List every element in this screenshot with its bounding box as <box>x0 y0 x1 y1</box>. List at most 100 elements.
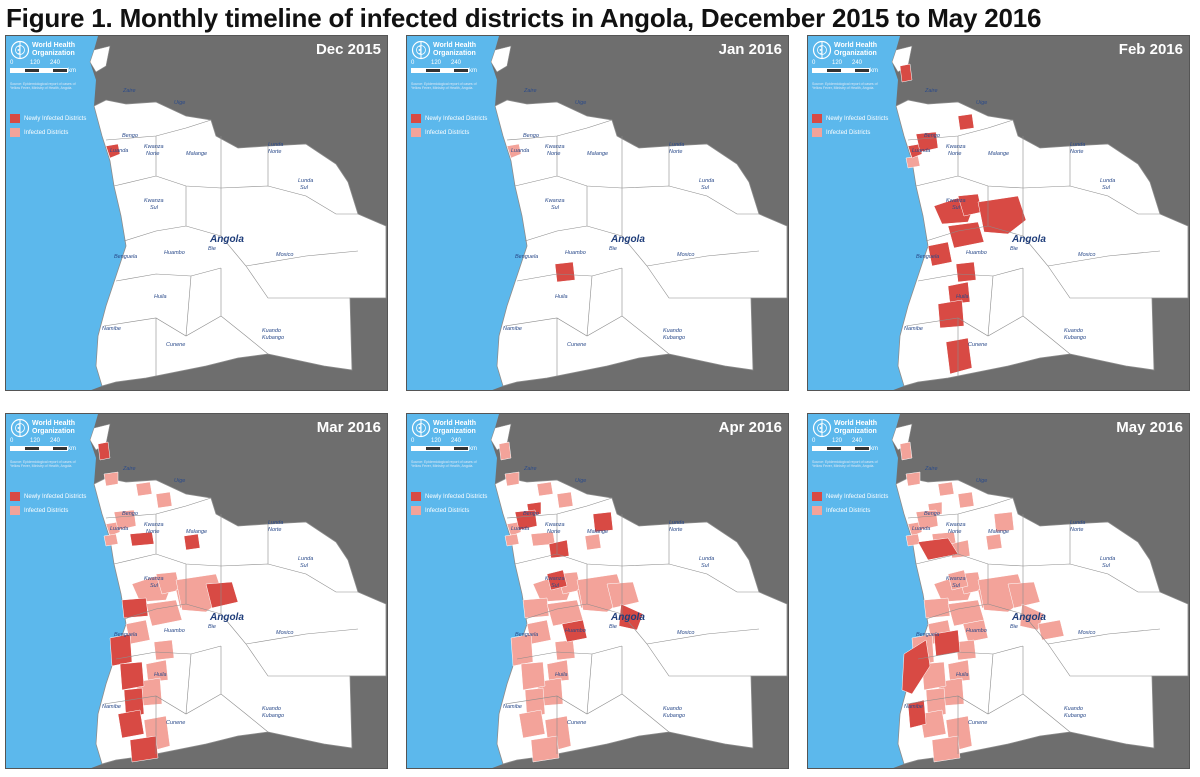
newly-infected-district <box>117 709 145 739</box>
source-note: Source: Epidemiological report of cases … <box>10 82 76 90</box>
who-emblem-icon <box>812 418 832 438</box>
province-label: Uige <box>976 478 987 484</box>
province-label: Kubango <box>1064 713 1086 719</box>
province-border <box>115 267 222 282</box>
infected-district <box>937 481 955 497</box>
infected-district <box>957 491 975 509</box>
scale-bar: 0 120 240 km <box>411 438 477 454</box>
legend-label: Newly Infected Districts <box>24 116 87 123</box>
province-border <box>123 225 222 242</box>
legend-swatch <box>10 492 20 501</box>
province-label: Cunene <box>968 342 987 348</box>
legend-infected: Infected Districts <box>812 128 888 142</box>
province-label: Huambo <box>565 628 586 634</box>
legend-label: Infected Districts <box>425 508 470 515</box>
who-emblem-icon <box>411 418 431 438</box>
infected-district <box>947 659 971 683</box>
infected-district <box>506 521 522 537</box>
province-label: Kwanza <box>144 576 164 582</box>
province-label: Lunda <box>699 556 714 562</box>
province-border <box>586 653 593 715</box>
province-label: Zaire <box>122 466 136 472</box>
legend-swatch <box>411 492 421 501</box>
province-label: Luanda <box>110 148 128 154</box>
province-border <box>646 250 760 267</box>
province-label: Malange <box>587 529 608 535</box>
scale-label: 0 <box>411 60 415 66</box>
province-label: Namibe <box>503 326 522 332</box>
province-border <box>1022 185 1160 215</box>
newly-infected-district <box>937 299 965 329</box>
scale-label: 240 <box>852 60 863 66</box>
scale-label: 240 <box>451 438 462 444</box>
newly-infected-district <box>548 539 570 559</box>
newly-infected-district <box>947 221 985 249</box>
ocean <box>808 36 928 390</box>
province-label: Sul <box>701 185 710 191</box>
infected-district <box>145 659 169 683</box>
province-border <box>646 628 760 645</box>
legend: Newly Infected Districts Infected Distric… <box>812 114 888 142</box>
infected-district <box>155 491 173 509</box>
province-label: Zaire <box>924 466 938 472</box>
province-border <box>113 175 222 189</box>
map-panel: Zaire Uige Bengo Luanda Kwanza Norte Malange Lu… <box>5 35 388 391</box>
legend-label: Newly Infected Districts <box>24 494 87 501</box>
province-border <box>1022 268 1071 355</box>
scale-label: 240 <box>852 438 863 444</box>
legend-label: Newly Infected Districts <box>425 494 488 501</box>
province-label: Luanda <box>511 526 529 532</box>
newly-infected-district <box>955 261 977 283</box>
angola-land <box>494 99 788 387</box>
legend-swatch <box>411 128 421 137</box>
scale-bar: 0 120 240 km <box>10 60 76 76</box>
panel-month-label: Feb 2016 <box>1118 41 1183 58</box>
province-border <box>621 235 751 299</box>
infected-district <box>554 639 576 661</box>
legend: Newly Infected Districts Infected Distric… <box>10 114 86 142</box>
province-label: Norte <box>547 151 560 157</box>
province-label: Sul <box>300 185 309 191</box>
province-label: Uige <box>174 100 185 106</box>
province-label: Kwanza <box>144 198 164 204</box>
province-label: Kwanza <box>946 198 966 204</box>
province-label: Kuando <box>1064 328 1083 334</box>
province-label: Huambo <box>966 628 987 634</box>
province-label: Huambo <box>565 250 586 256</box>
scale-label: 0 <box>812 438 816 444</box>
scale-bar: 0 120 240 km <box>812 60 878 76</box>
province-label: Moxico <box>677 252 694 258</box>
province-label: Lunda <box>268 142 283 148</box>
province-border <box>905 693 1024 715</box>
province-border <box>1047 628 1161 645</box>
country-label: Angola <box>610 612 645 623</box>
scale-label: km <box>68 68 76 74</box>
legend-label: Newly Infected Districts <box>826 494 889 501</box>
province-label: Moxico <box>1078 252 1095 258</box>
infected-district <box>498 441 512 461</box>
province-label: Moxico <box>276 630 293 636</box>
province-label: Namibe <box>102 326 121 332</box>
province-border <box>917 267 1024 282</box>
province-label: Norte <box>1070 149 1083 155</box>
scale-label: km <box>870 446 878 452</box>
province-border <box>1022 613 1152 677</box>
province-border <box>621 563 759 593</box>
map-panel: Zaire Uige Bengo Luanda Kwanza Norte Malange Lu… <box>5 413 388 769</box>
province-border <box>524 603 623 620</box>
province-label: Uige <box>174 478 185 484</box>
province-label: Bengo <box>523 511 539 517</box>
province-border <box>103 693 222 715</box>
scale-label: 0 <box>812 60 816 66</box>
legend-label: Infected Districts <box>425 130 470 137</box>
infected-district <box>955 639 977 661</box>
scale-label: 240 <box>50 60 61 66</box>
province-label: Lunda <box>298 556 313 562</box>
infected-district <box>530 735 560 763</box>
infected-district <box>113 509 137 531</box>
infected-district <box>546 659 570 683</box>
province-border <box>524 225 623 242</box>
